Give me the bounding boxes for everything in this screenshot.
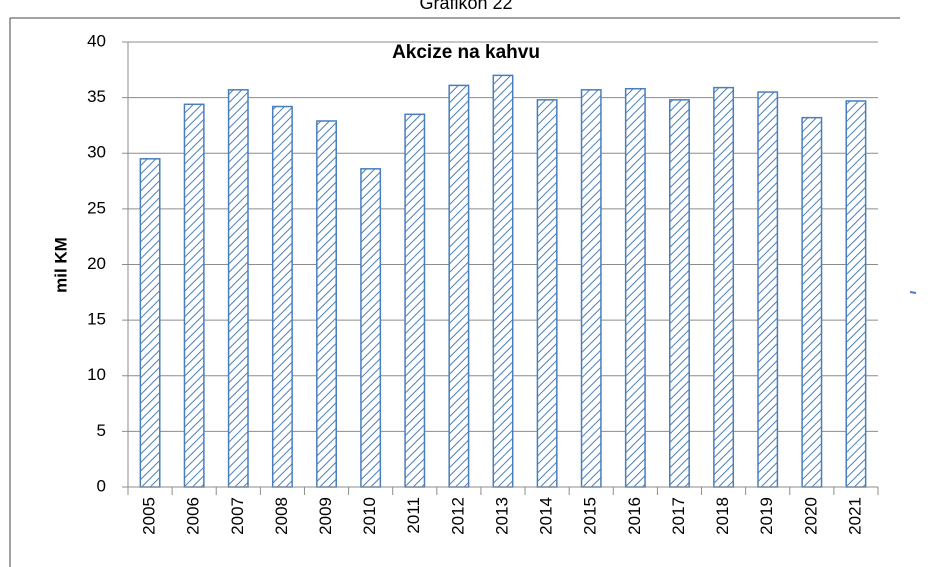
x-tick-label: 2007 (228, 497, 247, 535)
y-tick-label: 40 (87, 31, 106, 50)
x-tick-label: 2019 (757, 497, 776, 535)
x-tick-label: 2005 (140, 497, 159, 535)
bar (139, 158, 161, 488)
bar (404, 113, 426, 488)
bar (801, 116, 823, 488)
x-tick-label: 2006 (184, 497, 203, 535)
x-tick-label: 2010 (360, 497, 379, 535)
bar (271, 105, 293, 488)
x-tick-label: 2018 (713, 497, 732, 535)
x-tick-label: 2020 (801, 497, 820, 535)
y-tick-label: 5 (97, 421, 106, 440)
y-tick-label: 0 (97, 476, 106, 495)
x-tick-label: 2015 (581, 497, 600, 535)
y-tick-label: 30 (87, 143, 106, 162)
bar (316, 120, 337, 488)
bar (360, 168, 382, 488)
x-tick-label: 2012 (448, 497, 467, 535)
bar (624, 87, 646, 488)
bar (845, 100, 867, 488)
chart-title: Akcize na kahvu (392, 42, 540, 63)
bar (492, 74, 514, 488)
y-tick-label: 15 (87, 310, 106, 329)
y-tick-label: 20 (87, 254, 106, 273)
decoration (909, 291, 917, 294)
x-tick-label: 2014 (537, 497, 556, 535)
x-tick-label: 2011 (404, 497, 423, 534)
x-tick-label: 2017 (669, 497, 688, 535)
y-axis-label: mil KM (51, 237, 70, 293)
x-tick-label: 2021 (845, 497, 864, 535)
x-tick-label: 2016 (625, 497, 644, 535)
bar (227, 89, 249, 488)
y-tick-label: 35 (87, 87, 106, 106)
bar (669, 99, 690, 488)
header: Grafikon 22 (419, 0, 512, 13)
y-tick-label: 10 (87, 365, 106, 384)
y-tick-label: 25 (87, 198, 106, 217)
bar (580, 89, 602, 488)
bar (448, 84, 470, 488)
bar (536, 99, 558, 488)
x-tick-label: 2013 (492, 497, 511, 535)
bar (183, 103, 205, 488)
bar (713, 86, 735, 488)
x-tick-label: 2008 (272, 497, 291, 535)
x-tick-label: 2009 (316, 497, 335, 535)
bar (757, 91, 779, 488)
